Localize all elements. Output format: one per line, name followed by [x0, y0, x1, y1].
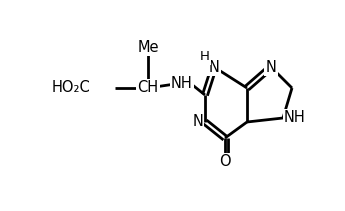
Text: NH: NH [284, 111, 306, 126]
Text: N: N [266, 60, 276, 74]
Text: N: N [209, 60, 219, 74]
Text: N: N [192, 115, 203, 130]
Text: HO₂C: HO₂C [52, 81, 91, 96]
Text: Me: Me [137, 39, 159, 54]
Text: NH: NH [171, 76, 193, 91]
Text: O: O [219, 154, 231, 169]
Text: H: H [200, 50, 210, 64]
Text: CH: CH [137, 81, 159, 96]
